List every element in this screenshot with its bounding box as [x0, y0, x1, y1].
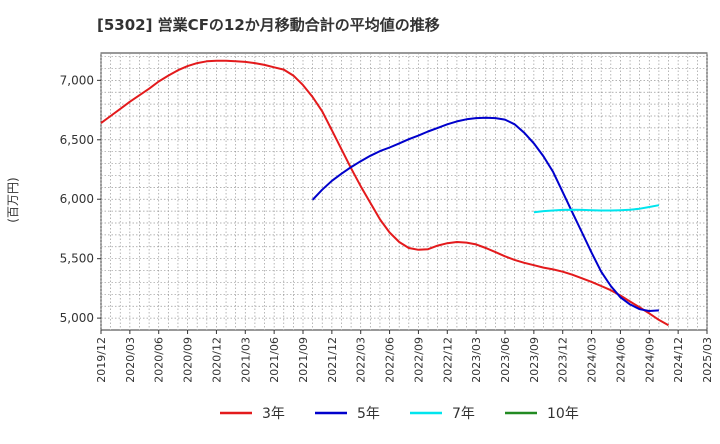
x-tick-label: 2020/12: [210, 337, 223, 383]
x-tick-label: 2023/09: [528, 337, 541, 383]
x-tick-label: 2020/03: [124, 337, 137, 383]
x-tick-label: 2020/06: [153, 337, 166, 383]
x-tick-label: 2021/12: [326, 337, 339, 383]
x-tick-label: 2021/06: [268, 337, 281, 383]
x-tick-label: 2023/06: [499, 337, 512, 383]
x-tick-label: 2020/09: [182, 337, 195, 383]
y-tick-label: 5,500: [60, 252, 94, 266]
series-line-1: [100, 59, 669, 327]
y-tick-label: 5,000: [60, 311, 94, 325]
x-tick-label: 2021/09: [297, 337, 310, 383]
x-tick-label: 2024/03: [586, 337, 599, 383]
x-tick-label: 2025/03: [701, 337, 714, 383]
y-axis-ticks: 5,000 5,500 6,000 6,500 7,000: [60, 73, 101, 325]
x-axis-ticks: 2019/12 2020/03 2020/06 2020/09 2020/12 2021/…: [95, 330, 714, 383]
series-line-2: [311, 116, 659, 312]
x-tick-label: 2021/03: [239, 337, 252, 383]
plot-frame: [100, 52, 708, 331]
x-tick-label: 2024/09: [643, 337, 656, 383]
legend-label: 7年: [452, 406, 475, 422]
x-tick-label: 2022/06: [384, 337, 397, 383]
x-tick-label: 2019/12: [95, 337, 108, 383]
y-tick-label: 6,000: [60, 192, 94, 206]
legend-label: 10年: [547, 406, 579, 422]
x-tick-label: 2023/12: [557, 337, 570, 383]
series-lines: [100, 59, 669, 327]
x-tick-label: 2022/09: [412, 337, 425, 383]
legend-label: 3年: [262, 406, 285, 422]
legend-label: 5年: [357, 406, 380, 422]
x-tick-label: 2022/12: [441, 337, 454, 383]
x-tick-label: 2024/12: [672, 337, 685, 383]
plot-area: [100, 52, 708, 331]
y-tick-label: 6,500: [60, 133, 94, 147]
y-tick-label: 7,000: [60, 73, 94, 87]
y-axis-label: (百万円): [6, 177, 20, 222]
series-line-3: [533, 204, 660, 214]
x-tick-label: 2023/03: [470, 337, 483, 383]
chart-title: [5302] 営業CFの12か月移動合計の平均値の推移: [97, 16, 440, 34]
legend: 3年 5年 7年 10年: [220, 406, 579, 422]
x-tick-label: 2024/06: [614, 337, 627, 383]
x-tick-label: 2022/03: [355, 337, 368, 383]
